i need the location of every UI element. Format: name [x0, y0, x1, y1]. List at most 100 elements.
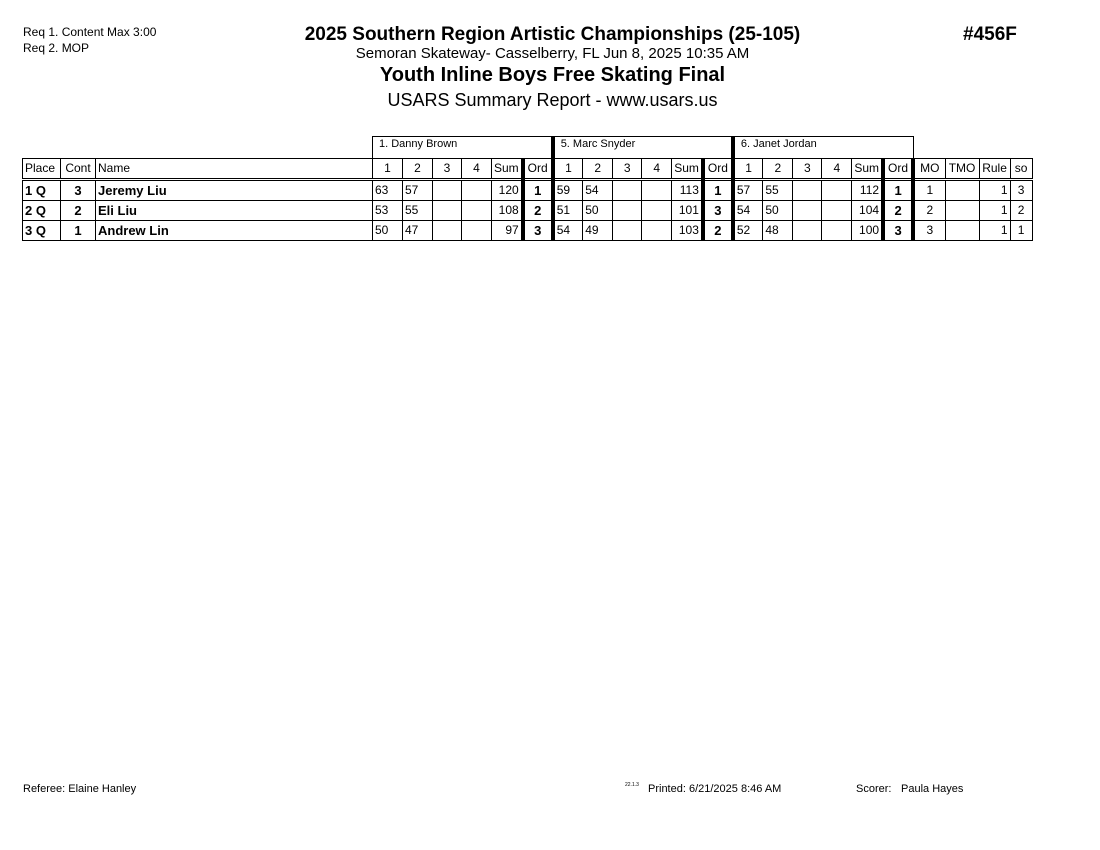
- ordinal: 1: [520, 179, 554, 201]
- column-header-score: 3: [612, 158, 643, 181]
- skater-name: Jeremy Liu: [95, 179, 373, 201]
- score-sum: 97: [490, 220, 524, 241]
- column-header-score: 4: [821, 158, 853, 181]
- requirement-2: Req 2. MOP: [23, 41, 90, 55]
- score: [461, 200, 492, 221]
- judge-header-row: 1. Danny Brown 5. Marc Snyder 6. Janet Jor…: [22, 136, 1033, 159]
- skating-order: 1: [1009, 220, 1033, 241]
- ordinal: 3: [520, 220, 554, 241]
- score: 54: [582, 179, 614, 201]
- ordinal: 3: [881, 220, 914, 241]
- column-header-score: 1: [372, 158, 403, 181]
- score-sum: 120: [490, 179, 524, 201]
- judge-name: 1. Danny Brown: [371, 136, 554, 159]
- score: 47: [402, 220, 433, 241]
- skater-name: Eli Liu: [95, 200, 373, 221]
- column-header-place: Place: [22, 158, 61, 181]
- column-header-score: Sum: [671, 158, 704, 181]
- contestant-number: 3: [60, 179, 96, 201]
- blank-cell: [913, 136, 1033, 159]
- place: 1 Q: [22, 179, 61, 201]
- column-header-score: Ord: [700, 158, 734, 181]
- ordinal: 3: [700, 200, 734, 221]
- score: [821, 200, 853, 221]
- score: [461, 179, 492, 201]
- skating-order: 2: [1009, 200, 1033, 221]
- column-header-score: 1: [730, 158, 764, 181]
- score: [821, 220, 853, 241]
- score: 49: [582, 220, 614, 241]
- contestant-number: 1: [60, 220, 96, 241]
- event-code: #456F: [963, 24, 1017, 45]
- score: 53: [372, 200, 403, 221]
- table-row: 2 Q 2 Eli Liu 53 55 108 2 51 50 101 3 54 50 104 2 2 1 2: [22, 200, 1033, 221]
- column-header-rule: Rule: [978, 158, 1011, 181]
- scorer-label: Scorer:: [856, 783, 892, 795]
- column-header-so: so: [1009, 158, 1033, 181]
- score: 59: [550, 179, 584, 201]
- total-majority-ordinal: [944, 200, 980, 221]
- score: [792, 179, 823, 201]
- score-sum: 104: [851, 200, 884, 221]
- score: [612, 220, 643, 241]
- ordinal: 2: [881, 200, 914, 221]
- column-header-score: Ord: [881, 158, 914, 181]
- summary-table: 1. Danny Brown 5. Marc Snyder 6. Janet Jor…: [22, 136, 1033, 241]
- competition-title: 2025 Southern Region Artistic Championsh…: [304, 24, 801, 45]
- requirement-1: Req 1. Content Max 3:00: [23, 25, 157, 39]
- score: [792, 220, 823, 241]
- column-header-cont: Cont: [60, 158, 96, 181]
- majority-ordinal: 2: [911, 200, 946, 221]
- judge-name: 5. Marc Snyder: [550, 136, 734, 159]
- column-header-score: Sum: [851, 158, 884, 181]
- printed-timestamp: Printed: 6/21/2025 8:46 AM: [648, 783, 782, 795]
- score: [461, 220, 492, 241]
- score: 50: [762, 200, 794, 221]
- score: [612, 179, 643, 201]
- event-title: Youth Inline Boys Free Skating Final: [379, 64, 726, 86]
- score: 55: [402, 200, 433, 221]
- ordinal: 2: [700, 220, 734, 241]
- ordinal: 1: [700, 179, 734, 201]
- column-header-name: Name: [95, 158, 373, 181]
- column-header-score: 4: [461, 158, 492, 181]
- score: [432, 200, 462, 221]
- skater-name: Andrew Lin: [95, 220, 373, 241]
- score: [641, 200, 673, 221]
- score: 48: [762, 220, 794, 241]
- column-header-mo: MO: [911, 158, 946, 181]
- rule: 1: [978, 200, 1011, 221]
- scorer-name: Paula Hayes: [901, 783, 964, 795]
- majority-ordinal: 1: [911, 179, 946, 201]
- score: [641, 220, 673, 241]
- score-sum: 103: [671, 220, 704, 241]
- score: [432, 179, 462, 201]
- version: 22.1.3: [625, 782, 639, 788]
- place: 3 Q: [22, 220, 61, 241]
- rule: 1: [978, 220, 1011, 241]
- score-sum: 113: [671, 179, 704, 201]
- blank-cell: [22, 136, 373, 159]
- score: [792, 200, 823, 221]
- column-header-score: 2: [582, 158, 614, 181]
- rule: 1: [978, 179, 1011, 201]
- referee: Referee: Elaine Hanley: [23, 783, 137, 795]
- contestant-number: 2: [60, 200, 96, 221]
- score-sum: 100: [851, 220, 884, 241]
- score: 57: [730, 179, 764, 201]
- score: 54: [730, 200, 764, 221]
- ordinal: 2: [520, 200, 554, 221]
- score: 54: [550, 220, 584, 241]
- column-header-score: 4: [641, 158, 673, 181]
- column-header-score: 3: [792, 158, 823, 181]
- venue-date: Semoran Skateway- Casselberry, FL Jun 8,…: [355, 45, 750, 62]
- column-header-score: Ord: [520, 158, 554, 181]
- place: 2 Q: [22, 200, 61, 221]
- judge-name: 6. Janet Jordan: [730, 136, 914, 159]
- column-header-score: 3: [432, 158, 462, 181]
- score: [612, 200, 643, 221]
- table-row: 1 Q 3 Jeremy Liu 63 57 120 1 59 54 113 1 57 55 112 1 1 1…: [22, 179, 1033, 201]
- score: [821, 179, 853, 201]
- column-header-score: 2: [402, 158, 433, 181]
